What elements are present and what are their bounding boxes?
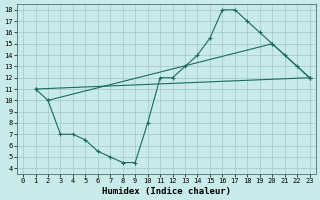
X-axis label: Humidex (Indice chaleur): Humidex (Indice chaleur) [102, 187, 231, 196]
